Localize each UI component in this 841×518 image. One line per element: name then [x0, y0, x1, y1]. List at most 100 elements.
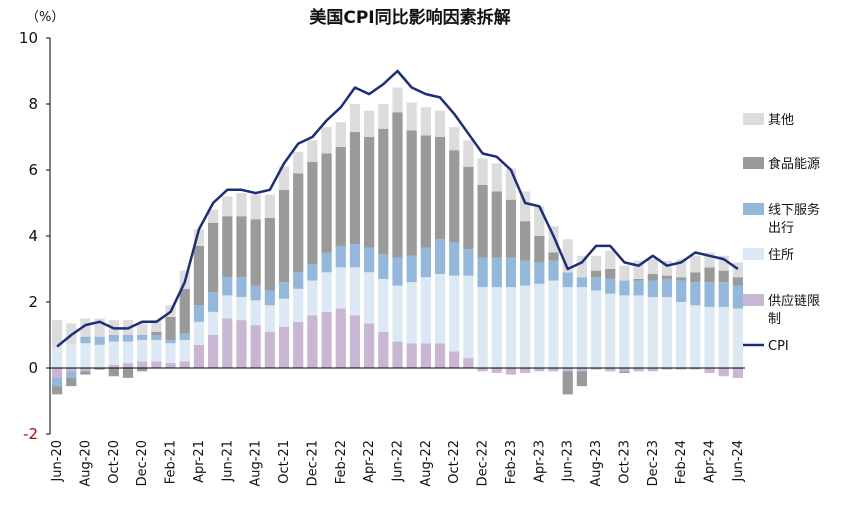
bar-segment: [690, 305, 701, 368]
legend-swatch: [743, 294, 764, 306]
bar-segment: [208, 311, 219, 335]
bar-segment: [690, 282, 701, 306]
legend-item: 食品能源: [743, 156, 820, 172]
bar-segment: [264, 331, 275, 368]
bar-segment: [704, 252, 715, 268]
bar-segment: [548, 368, 559, 372]
bar-segment: [307, 280, 318, 316]
x-tick-label: Jun-22: [391, 440, 406, 483]
bar-segment: [619, 371, 630, 373]
bar-segment: [718, 270, 729, 283]
bar-segment: [576, 277, 587, 288]
bar-segment: [505, 168, 517, 200]
bar-segment: [293, 272, 304, 289]
bar-segment: [449, 242, 460, 276]
bar-segment: [491, 257, 502, 288]
bar-segment: [179, 333, 190, 340]
bar-segment: [633, 278, 644, 281]
bar-segment: [193, 245, 205, 306]
bar-segment: [264, 194, 275, 218]
bar-segment: [434, 137, 446, 240]
bar-segment: [364, 137, 375, 248]
bar-segment: [520, 260, 531, 286]
bar-segment: [321, 127, 332, 154]
x-tick-label: Dec-21: [305, 440, 320, 486]
bar-segment: [590, 270, 602, 278]
x-tick-label: Jun-24: [731, 440, 746, 483]
bar-segment: [151, 320, 162, 332]
bar-segment: [520, 368, 531, 373]
bar-segment: [264, 217, 275, 291]
bar-segment: [179, 288, 190, 334]
x-tick-label: Apr-24: [703, 440, 718, 483]
bar-segment: [94, 344, 105, 368]
bar-segment: [151, 335, 162, 340]
bar-segment: [562, 272, 573, 288]
bar-segment: [278, 189, 290, 283]
bar-segment: [278, 282, 290, 299]
bar-segment: [605, 250, 616, 269]
bar-segment: [619, 368, 630, 372]
bar-segment: [122, 363, 134, 368]
legend-label: CPI: [768, 339, 789, 354]
bar-segment: [463, 275, 474, 359]
bar-segment: [349, 267, 361, 316]
x-tick-label: Jun-20: [50, 440, 65, 483]
bar-segment: [463, 166, 474, 250]
bar-segment: [676, 280, 687, 302]
bar-segment: [193, 305, 205, 322]
bar-segment: [66, 377, 77, 387]
bar-segment: [534, 368, 545, 372]
bar-segment: [505, 257, 517, 288]
bar-segment: [378, 254, 389, 279]
bar-segment: [704, 368, 715, 373]
bar-segment: [80, 371, 91, 375]
bar-segment: [108, 368, 119, 377]
bar-segment: [80, 336, 91, 344]
x-tick-label: Feb-24: [674, 440, 689, 484]
bar-segment: [449, 351, 460, 368]
y-axis: -2 0 2 4 6 8 10: [19, 29, 51, 443]
bar-segment: [378, 104, 389, 129]
bar-segment: [562, 368, 573, 372]
bar-segment: [449, 127, 460, 151]
bar-segment: [108, 364, 119, 368]
bar-segment: [434, 239, 446, 274]
bar-segment: [477, 287, 488, 368]
bar-segment: [222, 295, 233, 319]
x-tick-label: Oct-20: [107, 440, 122, 484]
bar-segment: [633, 295, 644, 368]
bar-segment: [690, 255, 701, 273]
bar-segment: [534, 236, 545, 263]
bar-segment: [718, 255, 729, 271]
bar-segment: [491, 163, 502, 192]
bar-segment: [137, 335, 148, 340]
bar-segment: [491, 368, 502, 373]
x-tick-label: Feb-23: [504, 440, 519, 484]
bar-segment: [335, 267, 346, 309]
bar-segment: [676, 368, 687, 370]
bar-segment: [505, 199, 517, 258]
x-tick-label: Aug-21: [249, 440, 264, 487]
bar-segment: [250, 285, 261, 301]
x-tick-label: Apr-21: [192, 440, 207, 483]
bar-segment: [590, 277, 602, 291]
legend-label: 线下服务: [768, 202, 820, 218]
bar-segment: [576, 371, 587, 387]
bar-segment: [661, 368, 673, 370]
bar-segment: [562, 371, 573, 395]
bar-segment: [449, 150, 460, 243]
bar-segment: [647, 273, 658, 281]
bar-segment: [704, 267, 715, 283]
bar-segment: [505, 287, 517, 368]
bar-segment: [208, 335, 219, 368]
bar-segment: [364, 247, 375, 273]
bar-segment: [108, 335, 119, 342]
bar-segment: [661, 297, 673, 368]
y-tick-label: 6: [28, 161, 38, 179]
bar-segment: [718, 368, 729, 377]
bar-segment: [108, 341, 119, 365]
bar-segment: [222, 277, 233, 296]
bar-segment: [335, 122, 346, 147]
bar-segment: [193, 321, 205, 345]
